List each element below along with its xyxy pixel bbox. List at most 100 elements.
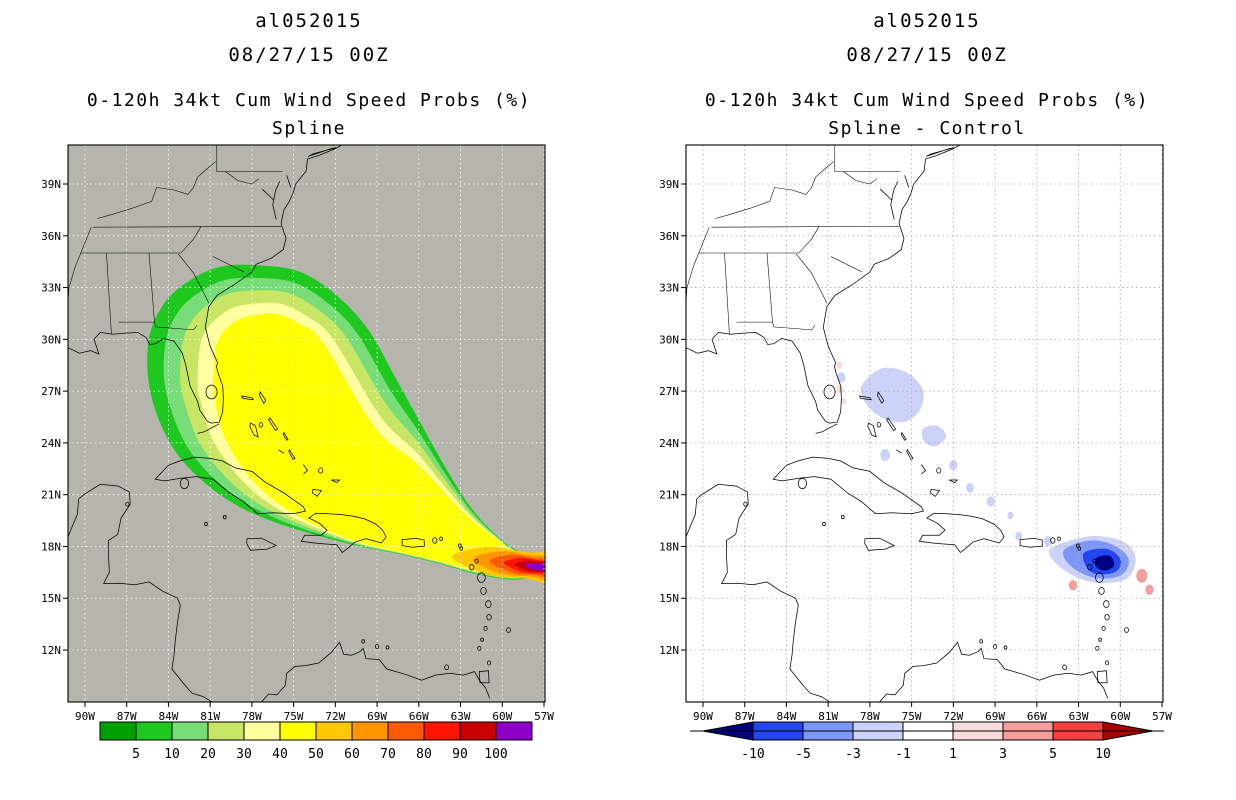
lon-label: 63W <box>1069 710 1089 723</box>
lat-label: 33N <box>659 282 679 295</box>
diff-patch <box>1145 584 1154 595</box>
lat-lon-grid <box>68 145 545 702</box>
small-island <box>483 626 488 631</box>
state-border <box>766 252 773 323</box>
state-border <box>118 321 198 331</box>
lat-label: 27N <box>659 385 679 398</box>
colorbar-probability: 5 10 20 30 40 50 60 70 80 90 100 <box>99 721 533 762</box>
diff-patch <box>1007 511 1014 520</box>
island-outline <box>906 448 914 460</box>
lat-lon-grid <box>686 145 1163 702</box>
coastline-path <box>879 641 1109 702</box>
small-island <box>469 564 475 571</box>
diff-patch <box>836 361 843 370</box>
lon-label: 81W <box>818 710 838 723</box>
state-border <box>180 226 202 254</box>
small-island <box>1087 564 1093 571</box>
colorbar-label: -10 <box>741 747 764 762</box>
small-island <box>439 536 443 541</box>
colorbar-label: -1 <box>895 747 911 762</box>
diff-patch <box>837 372 846 383</box>
colorbar-label: 1 <box>949 747 957 762</box>
small-island <box>1077 546 1082 551</box>
colorbar-cell <box>135 721 173 741</box>
lon-label: 69W <box>985 710 1005 723</box>
state-border <box>798 226 820 254</box>
state-border <box>97 161 216 219</box>
small-island <box>993 644 998 650</box>
colorbar-cell <box>279 721 317 741</box>
small-island <box>318 467 324 474</box>
coastline-path <box>68 483 212 702</box>
coastline-path <box>272 181 281 220</box>
lat-label: 33N <box>41 282 61 295</box>
small-island <box>1098 637 1102 642</box>
coastline-path <box>686 483 830 702</box>
small-island <box>222 515 227 520</box>
island-outline <box>1096 670 1108 684</box>
colorbar-label: 30 <box>236 747 252 762</box>
colorbar-cell <box>495 721 533 741</box>
colorbar-label: 10 <box>164 747 180 762</box>
diff-patch <box>880 448 891 462</box>
island-outline <box>900 431 907 441</box>
island-outline <box>240 395 255 401</box>
state-border <box>106 252 112 335</box>
small-island <box>876 422 882 428</box>
small-island <box>1124 627 1129 633</box>
diff-patch <box>860 367 924 423</box>
lat-label: 18N <box>41 540 61 553</box>
state-border <box>68 227 92 307</box>
map-background <box>686 145 1163 702</box>
colorbar-cell <box>99 721 137 741</box>
small-island <box>486 614 492 621</box>
coastline-path <box>890 181 899 220</box>
lon-label: 75W <box>284 710 304 723</box>
colorbar-cell <box>315 721 353 741</box>
state-border <box>736 321 816 331</box>
colorbar-label: 70 <box>380 747 396 762</box>
lon-label: 78W <box>860 710 880 723</box>
lon-label: 87W <box>117 710 137 723</box>
map-frame <box>67 144 546 703</box>
lon-label: 66W <box>1027 710 1047 723</box>
lat-label: 27N <box>41 385 61 398</box>
colorbar-label: 60 <box>344 747 360 762</box>
coastline-path <box>904 175 910 188</box>
island-outline <box>259 391 267 404</box>
lat-label: 24N <box>659 437 679 450</box>
prob-band-100 <box>524 562 545 571</box>
coastline-path <box>896 449 903 454</box>
island-outline <box>288 448 296 460</box>
lon-label: 60W <box>492 710 512 723</box>
island-outline <box>926 147 955 157</box>
small-island <box>1105 660 1110 666</box>
colorbar-cell <box>459 721 497 741</box>
lon-label: 57W <box>1152 710 1172 723</box>
lon-label: 75W <box>902 710 922 723</box>
init-time: 08/27/15 00Z <box>228 44 390 66</box>
lat-label: 15N <box>659 592 679 605</box>
panel-subtitle: Spline - Control <box>828 118 1026 139</box>
small-island <box>840 515 845 520</box>
colorbar-label: -3 <box>845 747 861 762</box>
colorbar-label: 100 <box>484 747 507 762</box>
small-island <box>797 477 807 490</box>
island-outline <box>949 479 959 484</box>
colorbar-cell <box>351 721 389 741</box>
diff-patch <box>921 425 947 447</box>
lake-okeechobee-outline <box>205 384 218 400</box>
prob-band-40 <box>212 313 545 577</box>
lon-label: 84W <box>776 710 796 723</box>
storm-id: al052015 <box>255 10 363 32</box>
colorbar-label: 80 <box>416 747 432 762</box>
lat-label: 18N <box>659 540 679 553</box>
island-outline <box>268 417 279 432</box>
colorbar-cell <box>423 721 461 741</box>
diff-patch <box>836 384 844 394</box>
axis-labels: 39N 36N 33N 30N 27N 24N 21N 18N 15N 12N 90W 87W 84W 8… <box>41 178 554 723</box>
island-outline <box>249 422 259 438</box>
small-island <box>474 558 479 564</box>
coastline-path <box>68 145 343 424</box>
colorbar-cell <box>243 721 281 741</box>
